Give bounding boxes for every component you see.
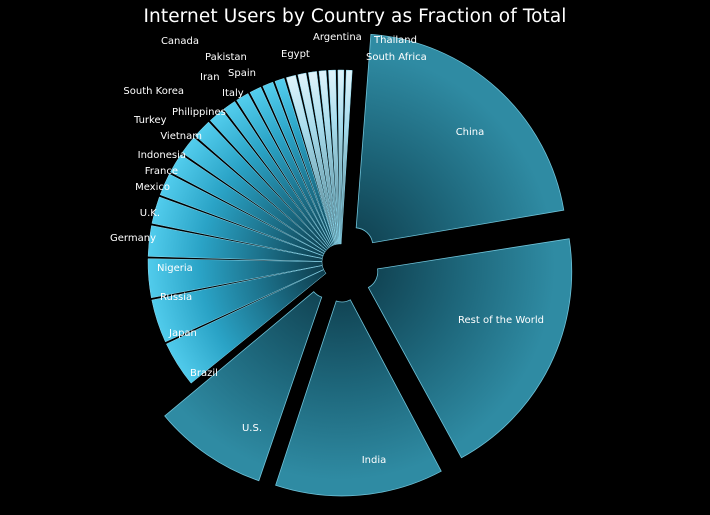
slice-label-south-africa: South Africa — [366, 52, 427, 63]
slice-label-turkey: Turkey — [133, 115, 167, 126]
slice-label-egypt: Egypt — [281, 49, 310, 60]
slice-label-u-k: U.K. — [140, 208, 160, 219]
slice-label-germany: Germany — [110, 233, 156, 244]
slice-label-vietnam: Vietnam — [160, 131, 202, 142]
slice-label-pakistan: Pakistan — [205, 52, 247, 63]
pie-slice-russia — [147, 258, 323, 299]
pie-slice-brazil — [166, 269, 327, 384]
pie-slice-south-africa — [340, 69, 353, 245]
slice-label-italy: Italy — [222, 88, 244, 99]
slice-label-argentina: Argentina — [313, 32, 362, 43]
pie-slice-germany — [151, 196, 324, 259]
slice-label-russia: Russia — [160, 292, 192, 303]
slice-label-mexico: Mexico — [135, 182, 170, 193]
pie-slice-japan — [151, 265, 324, 343]
slice-label-spain: Spain — [228, 68, 256, 79]
chart-title: Internet Users by Country as Fraction of… — [143, 6, 567, 27]
slice-label-indonesia: Indonesia — [138, 150, 186, 161]
pie-slice-egypt — [318, 70, 339, 245]
pie-slice-canada — [308, 71, 339, 245]
pie-slice-u-s — [164, 291, 323, 482]
pie-slice-philippines — [236, 93, 332, 248]
slice-label-south-korea: South Korea — [123, 86, 184, 97]
slice-label-iran: Iran — [200, 72, 220, 83]
pie-slice-rest-of-the-world — [367, 238, 573, 459]
slice-label-japan: Japan — [168, 328, 197, 339]
pie-slice-china — [355, 33, 565, 244]
pie-slice-indonesia — [194, 121, 329, 251]
pie-slice-south-korea — [249, 86, 333, 247]
slice-label-brazil: Brazil — [190, 368, 218, 379]
slice-label-china: China — [456, 127, 485, 138]
pie-slice-iran — [274, 78, 336, 246]
slice-label-france: France — [145, 166, 178, 177]
pie-slice-spain — [285, 74, 337, 246]
slice-label-u-s: U.S. — [242, 423, 262, 434]
pie-slice-italy — [262, 81, 335, 246]
slice-label-nigeria: Nigeria — [157, 263, 193, 274]
slice-label-india: India — [362, 455, 387, 466]
slice-label-philippines: Philippines — [172, 107, 226, 118]
pie-slice-india — [275, 299, 442, 497]
pie-slice-nigeria — [147, 225, 323, 262]
pie-slice-turkey — [223, 101, 331, 249]
slice-label-rest-of-the-world: Rest of the World — [458, 315, 544, 326]
pie-slice-u-k — [159, 173, 325, 257]
slice-label-thailand: Thailand — [373, 35, 417, 46]
pie-slice-pakistan — [297, 72, 338, 245]
pie-slice-thailand — [337, 69, 345, 245]
pie-slice-argentina — [328, 69, 340, 245]
slice-label-canada: Canada — [161, 36, 199, 47]
pie-slice-france — [181, 137, 327, 253]
pie-slice-vietnam — [209, 110, 330, 250]
pie-slice-mexico — [170, 154, 326, 254]
